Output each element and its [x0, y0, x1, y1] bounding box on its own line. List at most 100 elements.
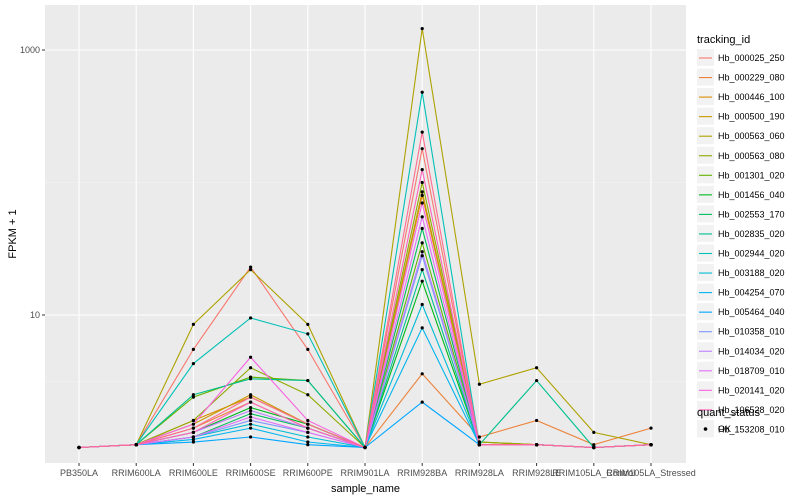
- data-point: [191, 322, 195, 326]
- data-point: [306, 440, 310, 444]
- data-point: [249, 393, 253, 397]
- legend-item-label: Hb_002835_020: [718, 229, 785, 239]
- data-point: [535, 443, 539, 447]
- y-tick-label: 1000: [20, 45, 40, 55]
- x-tick-label: RRIM105LA_Control: [552, 468, 635, 478]
- legend-item-label: Hb_153208_010: [718, 424, 785, 434]
- data-point: [306, 322, 310, 326]
- legend-item-label: Hb_106528_020: [718, 405, 785, 415]
- data-point: [420, 400, 424, 404]
- data-point: [191, 440, 195, 444]
- data-point: [191, 437, 195, 442]
- points-layer: [77, 27, 653, 450]
- data-point: [191, 426, 195, 430]
- legend-item-label: Hb_000025_250: [718, 53, 785, 63]
- data-point: [249, 422, 253, 426]
- data-point: [420, 201, 424, 205]
- data-point: [191, 418, 195, 423]
- data-point: [306, 332, 310, 336]
- data-point: [249, 406, 253, 410]
- data-point: [420, 27, 424, 31]
- x-tick-label: RRIM600PE: [283, 468, 333, 478]
- data-point: [420, 90, 424, 94]
- data-point: [420, 279, 424, 283]
- y-tick-label: 10: [30, 310, 40, 320]
- data-point: [249, 426, 253, 430]
- data-point: [306, 443, 310, 447]
- data-point: [420, 130, 424, 134]
- data-point: [535, 378, 539, 383]
- x-tick-label: RRIM600LA: [112, 468, 161, 478]
- data-point: [191, 361, 195, 366]
- data-point: [420, 193, 424, 197]
- data-point: [306, 422, 310, 426]
- y-axis-title: FPKM + 1: [7, 209, 19, 258]
- data-point: [420, 168, 424, 172]
- data-point: [420, 372, 424, 376]
- data-point: [420, 241, 424, 245]
- data-point: [420, 215, 424, 219]
- legend-item-label: Hb_005464_040: [718, 307, 785, 317]
- data-point: [649, 426, 653, 430]
- legend: tracking_id Hb_000025_250 Hb_000229_080 Hb…: [697, 34, 785, 438]
- data-point: [477, 382, 481, 386]
- data-point: [249, 395, 253, 399]
- data-point: [306, 430, 310, 435]
- data-point: [134, 443, 138, 447]
- legend-title-quant-status: quant_status: [697, 407, 760, 419]
- data-point: [420, 326, 424, 330]
- data-point: [477, 440, 481, 444]
- data-point: [249, 268, 253, 272]
- data-point: [420, 226, 424, 231]
- data-point: [191, 347, 195, 352]
- data-point: [306, 435, 310, 439]
- data-point: [249, 415, 253, 419]
- data-point: [363, 445, 367, 450]
- data-point: [306, 418, 310, 423]
- data-point: [420, 190, 424, 194]
- legend-item-label: Hb_001456_040: [718, 190, 785, 200]
- legend-item-label: Hb_020141_020: [718, 385, 785, 395]
- x-tick-label: RRIM928BA: [397, 468, 447, 478]
- legend-item-label: Hb_002944_020: [718, 249, 785, 259]
- data-point: [249, 408, 253, 413]
- data-point: [306, 347, 310, 352]
- x-axis-title: sample_name: [331, 483, 400, 495]
- data-point: [191, 435, 195, 439]
- legend-item-label: Hb_000446_100: [718, 92, 785, 102]
- x-tick-label: PB350LA: [60, 468, 98, 478]
- data-point: [477, 435, 481, 439]
- data-point: [420, 250, 424, 254]
- data-point: [649, 443, 653, 447]
- data-point: [420, 180, 424, 185]
- grid-layer: [45, 5, 686, 463]
- data-point: [306, 393, 310, 397]
- data-point: [249, 435, 253, 439]
- data-point: [249, 355, 253, 359]
- data-point: [306, 426, 310, 430]
- data-point: [535, 366, 539, 370]
- data-point: [420, 268, 424, 272]
- x-tick-label: RRIM600LE: [169, 468, 218, 478]
- data-point: [191, 393, 195, 397]
- data-point: [420, 254, 424, 258]
- data-point: [249, 418, 253, 423]
- legend-item-label: Hb_004254_070: [718, 288, 785, 298]
- data-point: [191, 395, 195, 399]
- data-point: [592, 445, 596, 450]
- legend-item-label: Hb_010358_010: [718, 327, 785, 337]
- data-point: [249, 400, 253, 404]
- legend-item-label: Hb_000229_080: [718, 73, 785, 83]
- x-tick-label: RRIM928LE: [512, 468, 561, 478]
- legend-title-tracking-id: tracking_id: [697, 34, 750, 46]
- data-point: [77, 445, 81, 450]
- data-point: [191, 430, 195, 435]
- data-point: [249, 366, 253, 370]
- legend-item-label: Hb_018709_010: [718, 366, 785, 376]
- data-point: [477, 443, 481, 447]
- legend-item-label: Hb_014034_020: [718, 346, 785, 356]
- data-point: [306, 378, 310, 383]
- legend-item-label: Hb_002553_170: [718, 209, 785, 219]
